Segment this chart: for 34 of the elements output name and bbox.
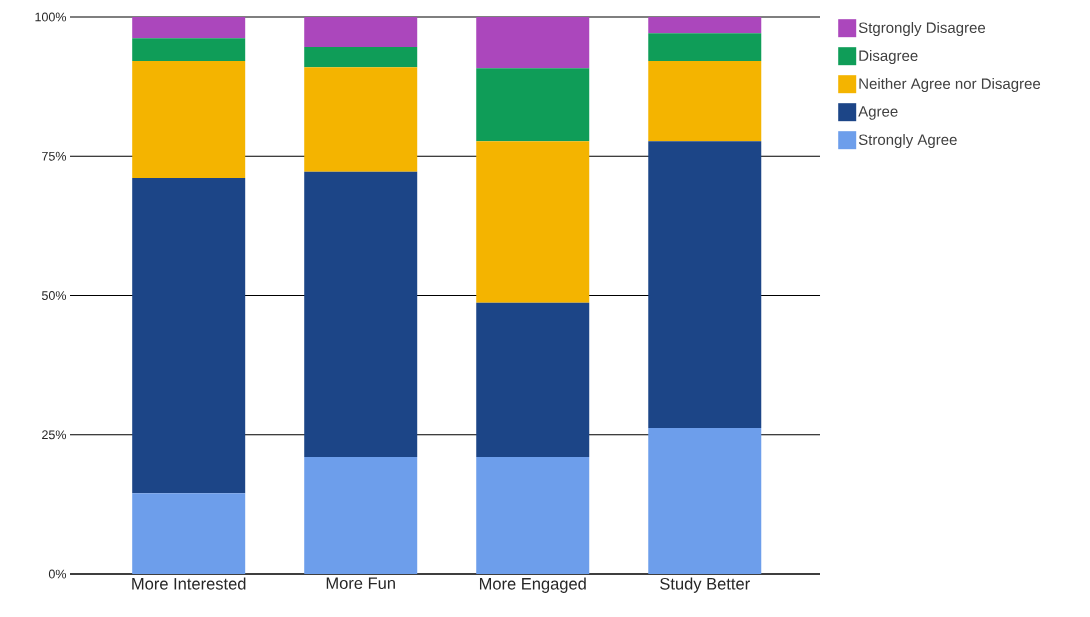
y-tick-label: 25% bbox=[42, 430, 67, 440]
bar bbox=[132, 16, 246, 39]
legend-label: Stgrongly Disagree bbox=[858, 22, 986, 36]
x-tick-label: Study Better bbox=[660, 577, 750, 593]
bar bbox=[476, 302, 590, 458]
bar bbox=[476, 68, 590, 142]
x-tick-label: More Engaged bbox=[479, 577, 586, 593]
bar bbox=[648, 61, 762, 142]
bar bbox=[132, 61, 246, 178]
bar bbox=[648, 16, 762, 34]
y-tick-label: 75% bbox=[42, 151, 67, 161]
legend-label: Neither Agree nor Disagree bbox=[859, 78, 1041, 92]
y-tick-label: 50% bbox=[41, 291, 67, 300]
legend-label: Disagree bbox=[859, 50, 918, 64]
bar bbox=[132, 38, 246, 61]
bar bbox=[304, 171, 418, 458]
bar bbox=[304, 16, 418, 48]
bar bbox=[648, 428, 762, 574]
bar bbox=[476, 141, 590, 303]
bar bbox=[132, 493, 246, 574]
y-tick-label: 100% bbox=[35, 12, 67, 22]
x-tick-label: More Interested bbox=[132, 577, 246, 590]
legend-label: Strongly Agree bbox=[858, 134, 957, 148]
y-tick-label: 0% bbox=[48, 569, 67, 579]
bar bbox=[476, 16, 590, 69]
bar bbox=[304, 457, 418, 574]
bar bbox=[648, 141, 762, 429]
bar bbox=[476, 457, 590, 574]
bar bbox=[648, 33, 762, 61]
bar bbox=[304, 67, 418, 172]
bar bbox=[304, 47, 418, 68]
x-tick-label: More Fun bbox=[326, 577, 395, 590]
legend-label: Agree bbox=[858, 106, 898, 120]
bar bbox=[132, 177, 246, 494]
